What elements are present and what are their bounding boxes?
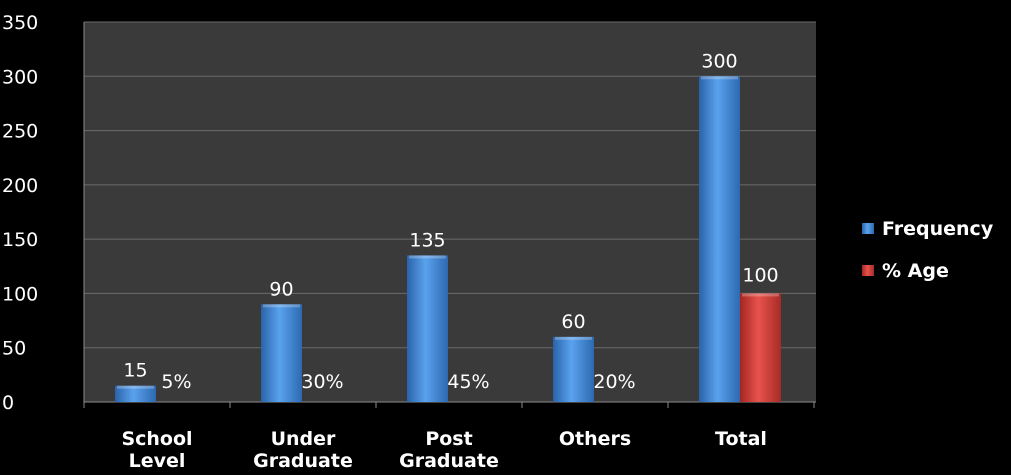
- bar: [699, 76, 740, 403]
- y-tick-label: 150: [2, 229, 38, 251]
- legend-label: Frequency: [882, 218, 994, 240]
- y-tick-label: 350: [2, 12, 38, 34]
- data-label: 60: [561, 311, 585, 333]
- data-labels: 15 90 135 60 300 5% 30% 45% 20% 100: [123, 50, 778, 393]
- y-tick-label: 0: [2, 392, 14, 414]
- data-label: 45%: [447, 371, 489, 393]
- bar: [407, 255, 448, 402]
- y-tick-label: 200: [2, 175, 38, 197]
- legend-label: % Age: [882, 260, 949, 282]
- data-label: 300: [701, 50, 737, 72]
- y-tick-label: 250: [2, 121, 38, 143]
- bar-highlight: [117, 385, 154, 389]
- bar: [261, 304, 302, 402]
- data-label: 15: [123, 360, 147, 382]
- bar: [115, 385, 156, 402]
- x-tick-label: Post Graduate: [399, 428, 499, 471]
- data-label: 90: [269, 278, 293, 300]
- bar-highlight: [742, 293, 779, 297]
- x-tick-label: Under Graduate: [253, 428, 353, 471]
- x-tick-label: School Level: [121, 428, 192, 471]
- bar-highlight: [263, 304, 300, 308]
- bar-highlight: [555, 336, 592, 340]
- plot-area: [84, 22, 816, 402]
- axes: 0 50 100 150 200 250 300 350 School Level Under Gra…: [2, 12, 816, 472]
- bar-highlight: [409, 255, 446, 259]
- y-tick-label: 50: [2, 338, 26, 360]
- gridlines: [84, 21, 816, 349]
- bar: [553, 336, 594, 402]
- bars: [115, 76, 781, 403]
- data-label: 100: [742, 264, 778, 286]
- legend: Frequency % Age: [862, 218, 994, 282]
- data-label: 20%: [593, 371, 635, 393]
- data-label: 135: [409, 229, 445, 251]
- y-tick-label: 100: [2, 283, 38, 305]
- legend-swatch: [862, 223, 874, 234]
- bar-highlight: [701, 76, 738, 80]
- y-tick-label: 300: [2, 66, 38, 88]
- bar: [740, 293, 781, 402]
- data-label: 30%: [301, 371, 343, 393]
- x-tick-label: Total: [715, 428, 767, 450]
- legend-swatch: [862, 265, 874, 276]
- data-label: 5%: [161, 371, 191, 393]
- x-tick-label: Others: [559, 428, 631, 450]
